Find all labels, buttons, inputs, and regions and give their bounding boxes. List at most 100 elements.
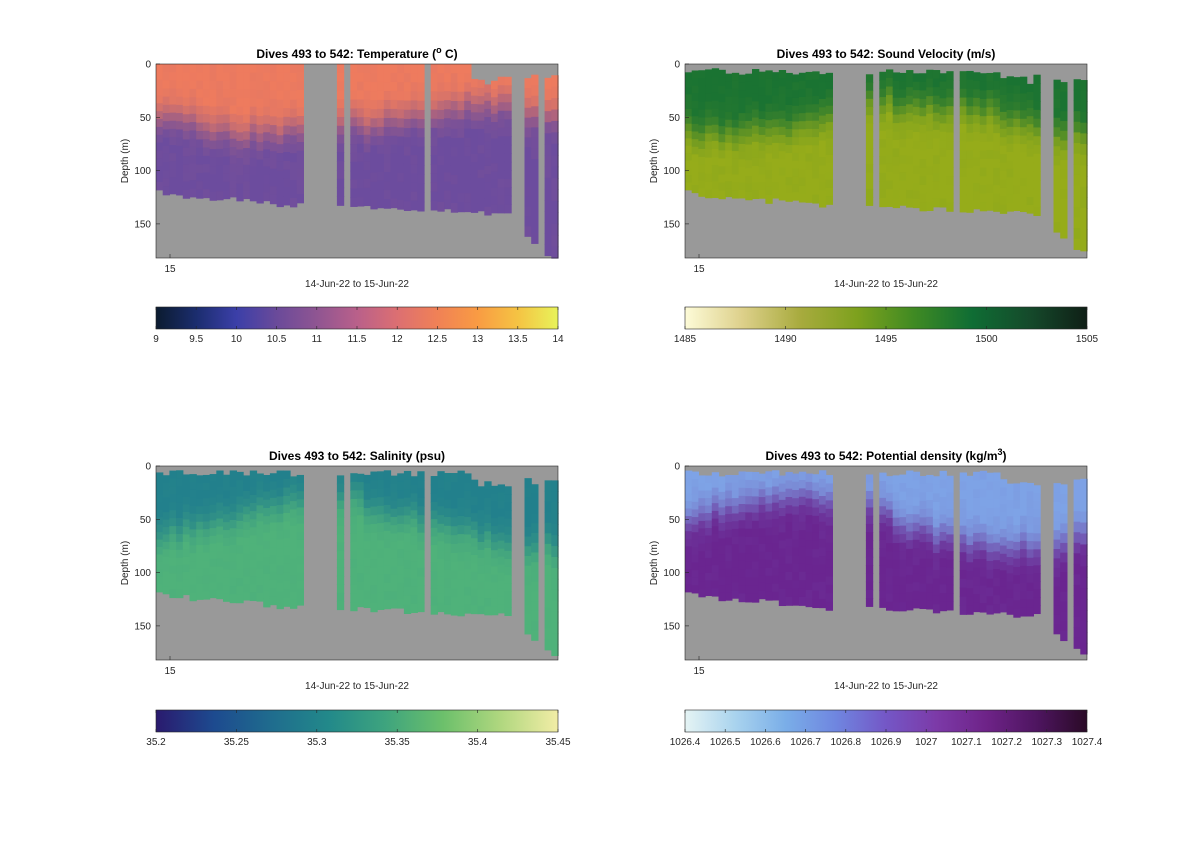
heatmap-cell [216, 550, 224, 560]
heatmap-cell [484, 589, 492, 599]
heatmap-cell [169, 104, 177, 114]
heatmap-cell [1060, 91, 1068, 103]
heatmap-cell [932, 510, 941, 520]
heatmap-cell [912, 165, 921, 175]
heatmap-cell [464, 137, 472, 148]
heatmap-cell [551, 120, 559, 133]
heatmap-cell [718, 93, 726, 103]
heatmap-cell [1060, 179, 1068, 190]
heatmap-cell [986, 141, 994, 151]
heatmap-cell [202, 122, 211, 132]
heatmap-cell [182, 579, 191, 588]
heatmap-cell [437, 585, 445, 595]
heatmap-cell [464, 543, 472, 553]
heatmap-cell [256, 489, 264, 498]
heatmap-cell [229, 561, 237, 571]
heatmap-cell [470, 588, 479, 598]
heatmap-cell [283, 546, 291, 556]
heatmap-cell [999, 562, 1008, 571]
heatmap-cell [798, 161, 807, 171]
heatmap-cell [1020, 565, 1028, 575]
heatmap-cell [477, 510, 485, 519]
heatmap-cell [410, 82, 418, 92]
heatmap-cell [397, 591, 405, 601]
heatmap-cell [932, 138, 941, 148]
heatmap-cell [1060, 150, 1068, 161]
heatmap-cell [390, 198, 398, 209]
heatmap-cell [698, 180, 706, 189]
heatmap-cell [249, 157, 258, 168]
heatmap-cell [1033, 533, 1041, 542]
heatmap-cell [403, 470, 412, 481]
heatmap-cell [296, 539, 304, 549]
heatmap-cell [705, 149, 713, 159]
heatmap-cell [999, 504, 1008, 513]
heatmap-cell [1026, 196, 1034, 206]
heatmap-cell [504, 526, 512, 536]
heatmap-cell [752, 480, 760, 489]
heatmap-cell [966, 501, 974, 511]
heatmap-cell [437, 155, 445, 166]
heatmap-cell [825, 138, 833, 148]
chart-title: Dives 493 to 542: Temperature (o C) [256, 45, 457, 61]
heatmap-cell [758, 111, 766, 120]
heatmap-cell [718, 150, 726, 159]
heatmap-cell [792, 506, 800, 516]
heatmap-cell [899, 525, 907, 535]
heatmap-cell [1026, 164, 1034, 174]
heatmap-cell [504, 575, 512, 584]
heatmap-cell [886, 77, 894, 88]
heatmap-cell [1080, 588, 1088, 600]
heatmap-cell [296, 474, 304, 484]
heatmap-cell [1060, 82, 1068, 93]
heatmap-cell [912, 539, 921, 549]
heatmap-cell [812, 590, 820, 600]
heatmap-cell [189, 80, 197, 90]
heatmap-cell [417, 515, 425, 525]
heatmap-cell [711, 580, 720, 589]
heatmap-cell [792, 82, 800, 91]
heatmap-cell [444, 578, 452, 588]
heatmap-cell [377, 198, 385, 209]
heatmap-cell [1033, 92, 1041, 102]
heatmap-cell [906, 479, 914, 489]
heatmap-cell [1006, 508, 1014, 517]
heatmap-cell [243, 553, 251, 562]
heatmap-cell [544, 188, 552, 201]
heatmap-cell [999, 479, 1008, 489]
heatmap-cell [524, 546, 532, 557]
heatmap-cell [182, 114, 191, 124]
axes-box [155, 63, 559, 259]
heatmap-cell [698, 475, 706, 484]
heatmap-cell [758, 142, 766, 152]
colorbar-tick-label: 35.35 [385, 737, 410, 748]
heatmap-cell [169, 470, 177, 480]
heatmap-cell [249, 81, 258, 91]
heatmap-cell [946, 193, 954, 204]
heatmap-cell [551, 578, 559, 591]
heatmap-cell [551, 567, 559, 580]
heatmap-cell [798, 88, 807, 98]
heatmap-cell [959, 543, 967, 553]
heatmap-cell [430, 200, 438, 211]
heatmap-cell [363, 532, 371, 542]
heatmap-cell [357, 565, 365, 574]
heatmap-cell [437, 532, 445, 542]
heatmap-cell [1020, 169, 1028, 179]
heatmap-cell [464, 595, 472, 605]
heatmap-cell [256, 116, 264, 126]
heatmap-cell [1080, 511, 1088, 524]
heatmap-cell [785, 580, 793, 590]
heatmap-cell [926, 69, 934, 80]
heatmap-cell [711, 165, 720, 174]
heatmap-cell [256, 569, 264, 578]
heatmap-cell [798, 563, 807, 573]
heatmap-cell [906, 121, 914, 131]
heatmap-cell [444, 154, 452, 165]
heatmap-cell [999, 495, 1008, 505]
heatmap-cell [725, 165, 733, 175]
heatmap-cell [738, 120, 746, 130]
heatmap-cell [825, 163, 833, 172]
heatmap-cell [886, 103, 894, 113]
heatmap-cell [229, 113, 237, 123]
